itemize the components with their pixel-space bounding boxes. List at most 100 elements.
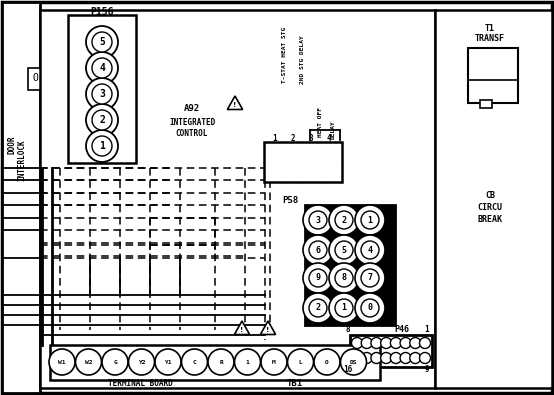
Text: M: M bbox=[272, 359, 276, 365]
Bar bbox=[305, 205, 395, 325]
Circle shape bbox=[410, 337, 421, 348]
Text: 1: 1 bbox=[425, 325, 429, 335]
Text: 9: 9 bbox=[425, 365, 429, 374]
Circle shape bbox=[361, 299, 379, 317]
Circle shape bbox=[208, 349, 234, 375]
Text: TERMINAL BOARD: TERMINAL BOARD bbox=[107, 378, 172, 387]
Text: INTEGRATED: INTEGRATED bbox=[169, 117, 215, 126]
Text: !: ! bbox=[240, 327, 244, 333]
Text: R: R bbox=[219, 359, 223, 365]
Text: CONTROL: CONTROL bbox=[176, 128, 208, 137]
Text: W1: W1 bbox=[58, 359, 66, 365]
Circle shape bbox=[391, 352, 401, 363]
Text: Y2: Y2 bbox=[138, 359, 145, 365]
Circle shape bbox=[303, 205, 333, 235]
Bar bbox=[2, 2, 40, 393]
Text: 3: 3 bbox=[315, 216, 321, 224]
Circle shape bbox=[351, 352, 362, 363]
Text: 2: 2 bbox=[291, 134, 295, 143]
Bar bbox=[435, 10, 552, 388]
Text: 1: 1 bbox=[341, 303, 346, 312]
Circle shape bbox=[351, 337, 362, 348]
Circle shape bbox=[309, 299, 327, 317]
Text: L: L bbox=[299, 359, 302, 365]
Circle shape bbox=[303, 263, 333, 293]
Circle shape bbox=[86, 130, 118, 162]
Text: INTERLOCK: INTERLOCK bbox=[18, 139, 27, 181]
Circle shape bbox=[92, 110, 112, 130]
Circle shape bbox=[341, 349, 367, 375]
Text: 1: 1 bbox=[367, 216, 372, 224]
Circle shape bbox=[86, 78, 118, 110]
Circle shape bbox=[309, 269, 327, 287]
Circle shape bbox=[329, 293, 359, 323]
Bar bbox=[40, 10, 435, 388]
Circle shape bbox=[129, 349, 155, 375]
Text: Y1: Y1 bbox=[164, 359, 172, 365]
Circle shape bbox=[371, 352, 382, 363]
Bar bbox=[50, 345, 380, 380]
Circle shape bbox=[381, 352, 392, 363]
Circle shape bbox=[86, 52, 118, 84]
Text: A92: A92 bbox=[184, 103, 200, 113]
Circle shape bbox=[329, 263, 359, 293]
Circle shape bbox=[355, 205, 385, 235]
Circle shape bbox=[288, 349, 314, 375]
Circle shape bbox=[419, 352, 430, 363]
Circle shape bbox=[335, 269, 353, 287]
Circle shape bbox=[419, 337, 430, 348]
Text: DOOR: DOOR bbox=[8, 136, 17, 154]
Text: CIRCU: CIRCU bbox=[478, 203, 502, 211]
Circle shape bbox=[314, 349, 340, 375]
Bar bbox=[28, 68, 42, 90]
Text: P156: P156 bbox=[90, 7, 114, 17]
Text: 1: 1 bbox=[245, 359, 249, 365]
Circle shape bbox=[335, 211, 353, 229]
Circle shape bbox=[391, 337, 401, 348]
Circle shape bbox=[309, 241, 327, 259]
Circle shape bbox=[355, 263, 385, 293]
Text: 7: 7 bbox=[367, 273, 372, 282]
Circle shape bbox=[361, 352, 372, 363]
Circle shape bbox=[335, 299, 353, 317]
Circle shape bbox=[329, 235, 359, 265]
Circle shape bbox=[400, 352, 411, 363]
Text: T1: T1 bbox=[485, 23, 495, 32]
Text: 2: 2 bbox=[99, 115, 105, 125]
Text: 0: 0 bbox=[367, 303, 372, 312]
Circle shape bbox=[155, 349, 181, 375]
Text: G: G bbox=[113, 359, 117, 365]
Text: 1: 1 bbox=[273, 134, 278, 143]
Circle shape bbox=[355, 293, 385, 323]
Polygon shape bbox=[227, 96, 243, 109]
Circle shape bbox=[92, 58, 112, 78]
Text: TB1: TB1 bbox=[287, 378, 303, 387]
Text: CB: CB bbox=[485, 190, 495, 199]
Circle shape bbox=[182, 349, 208, 375]
Polygon shape bbox=[234, 321, 250, 335]
Text: 16: 16 bbox=[343, 365, 353, 374]
Text: 3: 3 bbox=[99, 89, 105, 99]
Circle shape bbox=[303, 293, 333, 323]
Text: 5: 5 bbox=[99, 37, 105, 47]
Text: O: O bbox=[325, 359, 329, 365]
Circle shape bbox=[86, 104, 118, 136]
Text: P46: P46 bbox=[394, 325, 409, 335]
Circle shape bbox=[261, 349, 287, 375]
Circle shape bbox=[329, 205, 359, 235]
Text: 5: 5 bbox=[341, 246, 346, 254]
Bar bbox=[264, 142, 342, 182]
Circle shape bbox=[92, 32, 112, 52]
Text: 2: 2 bbox=[341, 216, 346, 224]
Text: 2: 2 bbox=[315, 303, 321, 312]
Text: 6: 6 bbox=[315, 246, 321, 254]
Circle shape bbox=[92, 84, 112, 104]
Text: W2: W2 bbox=[85, 359, 93, 365]
Circle shape bbox=[234, 349, 260, 375]
Text: 8: 8 bbox=[341, 273, 346, 282]
Circle shape bbox=[410, 352, 421, 363]
Text: 4: 4 bbox=[367, 246, 372, 254]
Bar bbox=[480, 100, 492, 108]
Text: 3: 3 bbox=[309, 134, 314, 143]
Text: !: ! bbox=[266, 327, 270, 333]
